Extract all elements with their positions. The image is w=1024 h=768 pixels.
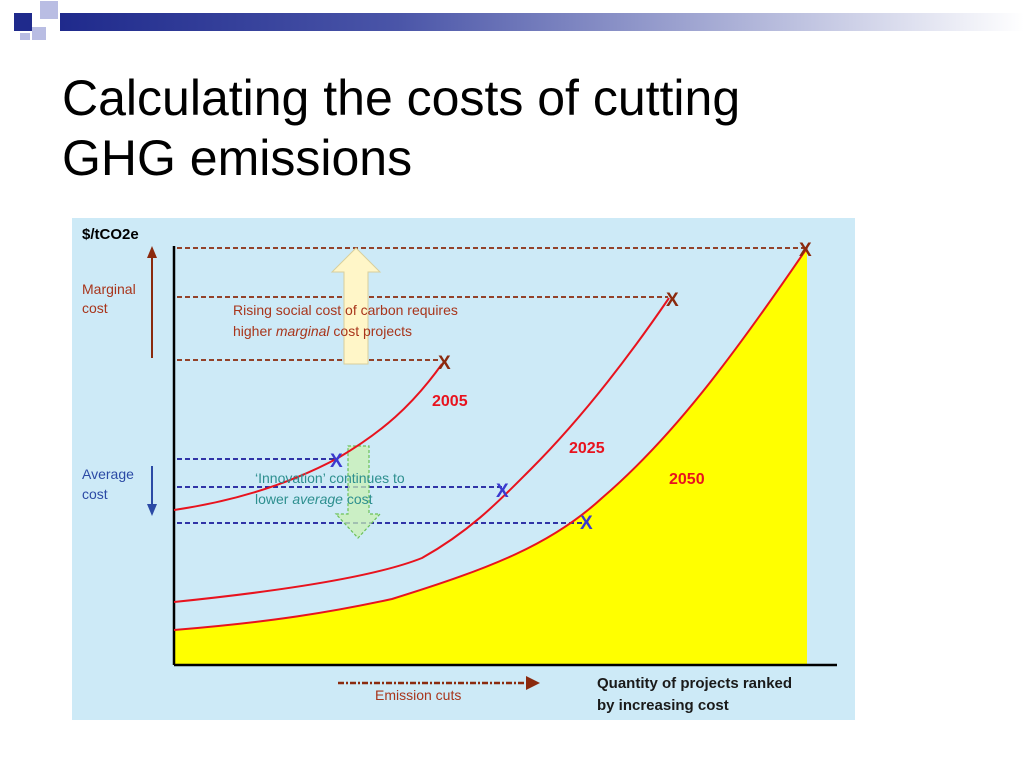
- header-square-3: [32, 27, 46, 40]
- emission-cuts-label: Emission cuts: [375, 687, 461, 703]
- marker-marginal-2050: X: [799, 240, 812, 261]
- page-title: Calculating the costs of cutting GHG emi…: [62, 68, 962, 188]
- header-square-1: [14, 13, 32, 31]
- curve-2005: [173, 363, 443, 511]
- rising-cost-up-arrow: [330, 247, 382, 365]
- cost-curve-diagram: $/tCO2e Marginal cost Average cost Risin…: [72, 218, 855, 720]
- page-title-line-1: Calculating the costs of cutting: [62, 70, 741, 126]
- marker-average-2005: X: [330, 451, 343, 472]
- rising-cost-note-line-1: Rising social cost of carbon requires: [233, 302, 458, 318]
- marker-marginal-2025: X: [666, 290, 679, 311]
- marker-average-2025: X: [496, 481, 509, 502]
- marker-average-2050: X: [580, 513, 593, 534]
- x-axis-label-line-2: by increasing cost: [597, 697, 729, 714]
- curve-2025: [173, 297, 670, 603]
- header-square-4: [20, 33, 30, 40]
- page-title-line-2: GHG emissions: [62, 130, 413, 186]
- innovation-down-arrow: [334, 445, 382, 539]
- average-cost-arrowhead: [147, 504, 157, 516]
- curve-label-2005: 2005: [432, 393, 468, 410]
- average-cost-label-line-1: Average: [82, 466, 134, 482]
- curve-label-2025: 2025: [569, 440, 605, 457]
- average-cost-label-line-2: cost: [82, 486, 108, 502]
- y-axis-label: $/tCO2e: [82, 226, 139, 243]
- area-2050-fill: [174, 248, 807, 665]
- header-gradient-bar: [60, 13, 1024, 31]
- marginal-cost-label-line-1: Marginal: [82, 281, 136, 297]
- curve-2050: [173, 247, 808, 631]
- marginal-cost-label-line-2: cost: [82, 300, 108, 316]
- curve-label-2050: 2050: [669, 471, 705, 488]
- marginal-cost-arrowhead: [147, 246, 157, 258]
- x-axis-label-line-1: Quantity of projects ranked: [597, 675, 792, 692]
- emission-cuts-arrowhead: [526, 676, 540, 690]
- header-square-2: [40, 1, 58, 19]
- innovation-note-line-1: ‘Innovation’ continues to: [255, 470, 405, 486]
- rising-cost-note-line-2: higher marginal cost projects: [233, 323, 412, 339]
- marker-marginal-2005: X: [438, 353, 451, 374]
- header-decoration: [14, 1, 1024, 40]
- cost-curve-figure: $/tCO2e Marginal cost Average cost Risin…: [72, 218, 855, 720]
- innovation-note-line-2: lower average cost: [255, 491, 373, 507]
